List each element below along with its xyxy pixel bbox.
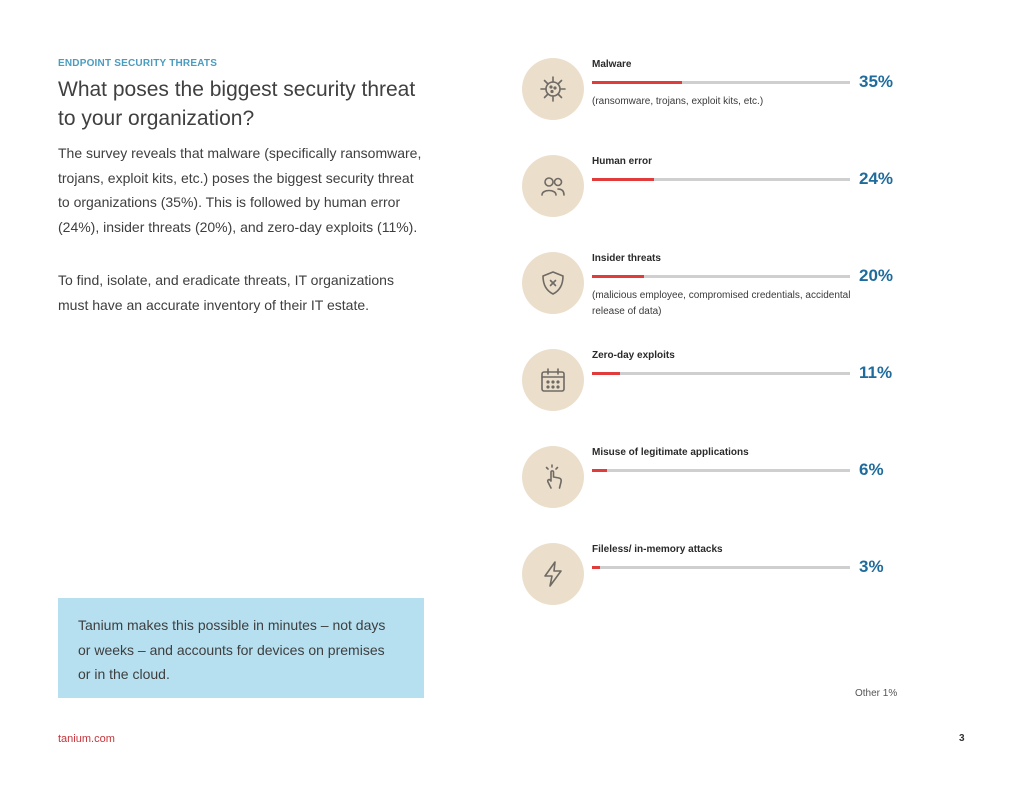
threat-bar-track xyxy=(592,81,850,84)
threat-percent: 24% xyxy=(859,169,894,188)
threat-row-human-error: Human error 24% xyxy=(520,155,920,225)
threat-row-fileless: Fileless/ in-memory attacks 3% xyxy=(520,543,920,613)
threat-bar-fill xyxy=(592,178,654,181)
virus-icon xyxy=(522,58,584,120)
threat-label: Insider threats xyxy=(592,253,661,264)
calendar-icon xyxy=(522,349,584,411)
threat-row-zero-day: Zero-day exploits 11% xyxy=(520,349,920,419)
threat-bar-fill xyxy=(592,566,600,569)
shield-x-icon xyxy=(522,252,584,314)
footer-link[interactable]: tanium.com xyxy=(58,733,115,745)
people-icon xyxy=(522,155,584,217)
threat-bar-fill xyxy=(592,469,608,472)
callout-box: Tanium makes this possible in minutes – … xyxy=(58,598,424,698)
threat-percent: 6% xyxy=(859,460,884,479)
threat-bar-track xyxy=(592,469,850,472)
inventory-paragraph: To find, isolate, and eradicate threats,… xyxy=(58,272,394,313)
threat-row-malware: Malware 35% (ransomware, trojans, exploi… xyxy=(520,58,920,128)
threat-percent: 35% xyxy=(859,72,894,91)
threat-percent: 20% xyxy=(859,266,894,285)
threat-bar-track xyxy=(592,372,850,375)
other-note: Other 1% xyxy=(855,688,898,699)
tap-hand-icon xyxy=(522,446,584,508)
threat-bar-fill xyxy=(592,81,683,84)
intro-paragraph: The survey reveals that malware (specifi… xyxy=(58,145,422,235)
threat-label: Human error xyxy=(592,156,653,167)
threat-note: (malicious employee, compromised credent… xyxy=(592,290,851,317)
threat-percent: 3% xyxy=(859,557,884,576)
threat-bar-track xyxy=(592,275,850,278)
eyebrow-label: ENDPOINT SECURITY THREATS xyxy=(58,58,218,69)
threat-row-insider-threats: Insider threats 20% (malicious employee,… xyxy=(520,252,920,322)
page-title: What poses the biggest security threat t… xyxy=(58,78,416,130)
callout-text: Tanium makes this possible in minutes – … xyxy=(78,617,386,682)
threat-bar-track xyxy=(592,566,850,569)
threat-row-misuse-apps: Misuse of legitimate applications 6% xyxy=(520,446,920,516)
threat-bar-fill xyxy=(592,275,644,278)
threat-label: Zero-day exploits xyxy=(592,350,675,361)
threat-bar-track xyxy=(592,178,850,181)
threat-label: Malware xyxy=(592,59,632,70)
threat-bar-fill xyxy=(592,372,621,375)
lightning-icon xyxy=(522,543,584,605)
threat-label: Fileless/ in-memory attacks xyxy=(592,544,723,555)
page-number: 3 xyxy=(959,733,965,744)
threat-note: (ransomware, trojans, exploit kits, etc.… xyxy=(592,96,764,107)
threat-percent: 11% xyxy=(859,363,893,382)
threat-label: Misuse of legitimate applications xyxy=(592,447,749,458)
